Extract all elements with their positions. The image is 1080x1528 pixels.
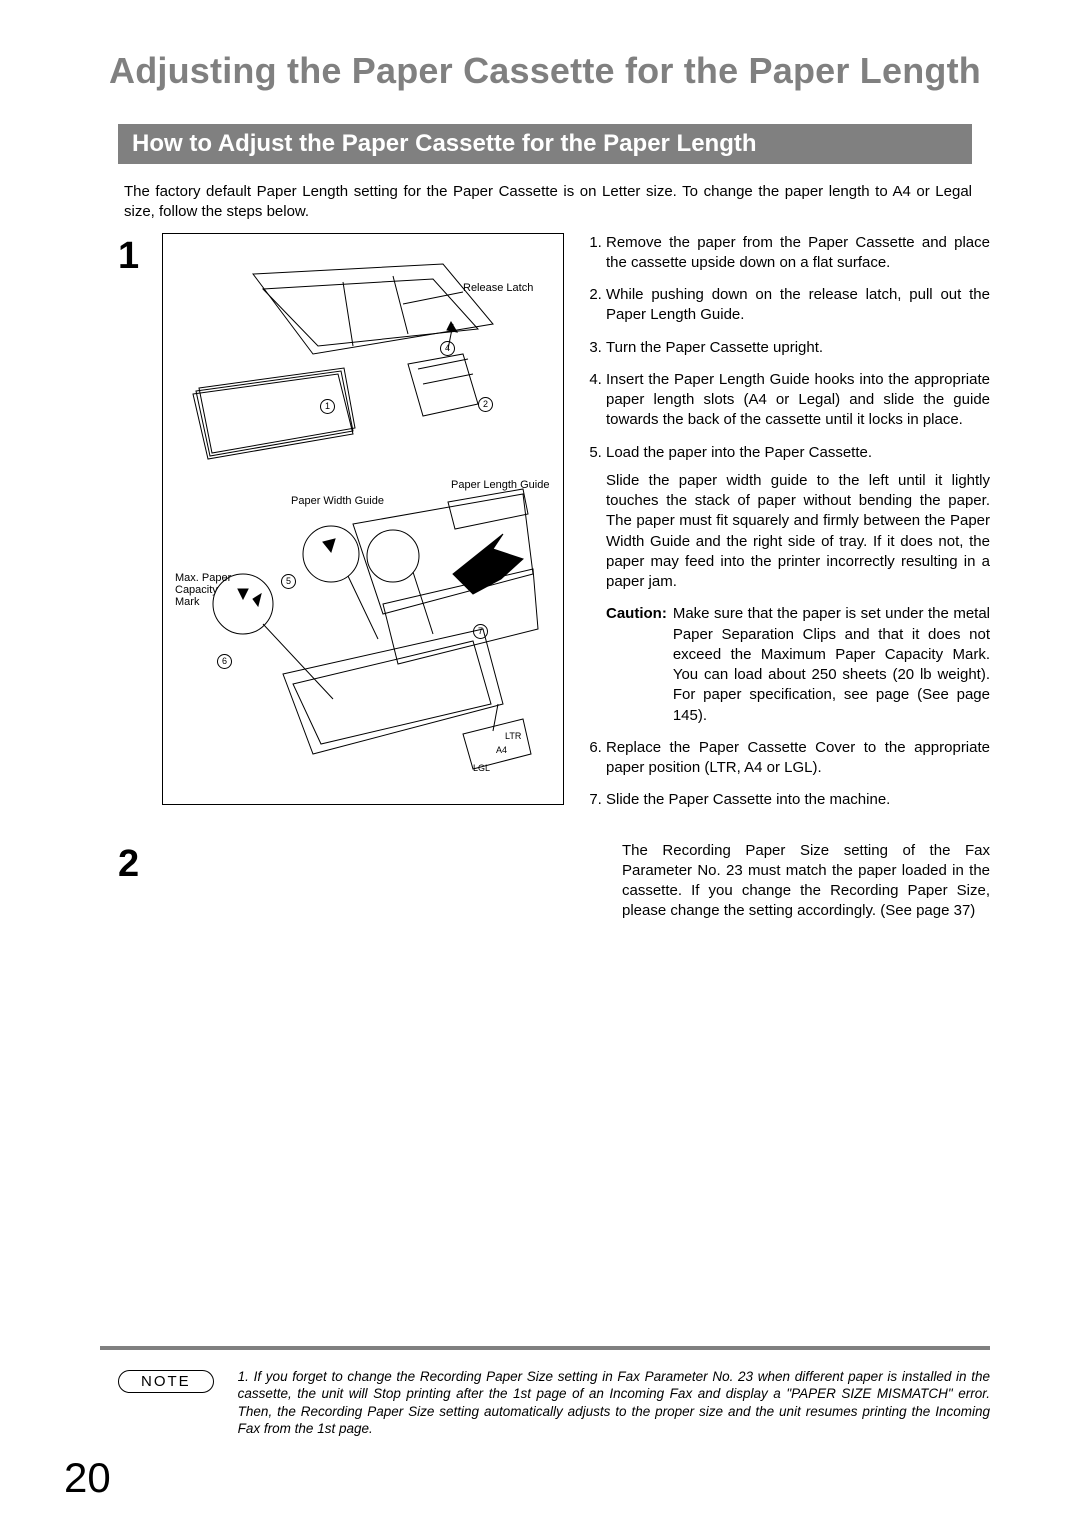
step-item-2: While pushing down on the release latch,…: [606, 285, 990, 326]
note-rule: [100, 1346, 990, 1350]
cassette-diagram-svg: [163, 234, 563, 804]
intro-text: The factory default Paper Length setting…: [124, 182, 972, 223]
circled-4: 4: [440, 341, 455, 356]
step-item-6: Replace the Paper Cassette Cover to the …: [606, 738, 990, 779]
page-number: 20: [64, 1454, 111, 1502]
label-lgl: LGL: [473, 764, 490, 774]
step-item-5: Load the paper into the Paper Cassette. …: [606, 443, 990, 726]
section-heading: How to Adjust the Paper Cassette for the…: [118, 124, 972, 164]
step-5-slide-text: Slide the paper width guide to the left …: [606, 471, 990, 593]
step-item-4: Insert the Paper Length Guide hooks into…: [606, 370, 990, 431]
circled-6: 6: [217, 654, 232, 669]
label-paper-length-guide: Paper Length Guide: [451, 479, 549, 491]
figure-diagram: Release Latch Paper Length Guide Paper W…: [162, 233, 564, 805]
label-a4: A4: [496, 746, 507, 756]
step-2-number: 2: [118, 845, 156, 883]
steps-list: Remove the paper from the Paper Cassette…: [586, 233, 990, 823]
step-item-7: Slide the Paper Cassette into the machin…: [606, 790, 990, 810]
step-1-number: 1: [118, 237, 156, 275]
caution-text: Make sure that the paper is set under th…: [673, 604, 990, 726]
circled-1: 1: [320, 399, 335, 414]
caution-label: Caution:: [606, 604, 667, 726]
step-item-3: Turn the Paper Cassette upright.: [606, 338, 990, 358]
step-item-1: Remove the paper from the Paper Cassette…: [606, 233, 990, 274]
label-release-latch: Release Latch: [463, 282, 533, 294]
note-section: NOTE 1. If you forget to change the Reco…: [100, 1346, 990, 1438]
label-max-capacity: Max. Paper Capacity Mark: [175, 572, 245, 608]
note-text: 1. If you forget to change the Recording…: [238, 1368, 990, 1438]
label-paper-width-guide: Paper Width Guide: [291, 495, 384, 507]
step-5-lead: Load the paper into the Paper Cassette.: [606, 444, 872, 461]
note-label: NOTE: [118, 1370, 214, 1393]
label-ltr: LTR: [505, 732, 521, 742]
circled-2: 2: [478, 397, 493, 412]
circled-7: 7: [473, 624, 488, 639]
page-title: Adjusting the Paper Cassette for the Pap…: [100, 50, 990, 92]
step-2-text: The Recording Paper Size setting of the …: [622, 841, 990, 922]
circled-5: 5: [281, 574, 296, 589]
